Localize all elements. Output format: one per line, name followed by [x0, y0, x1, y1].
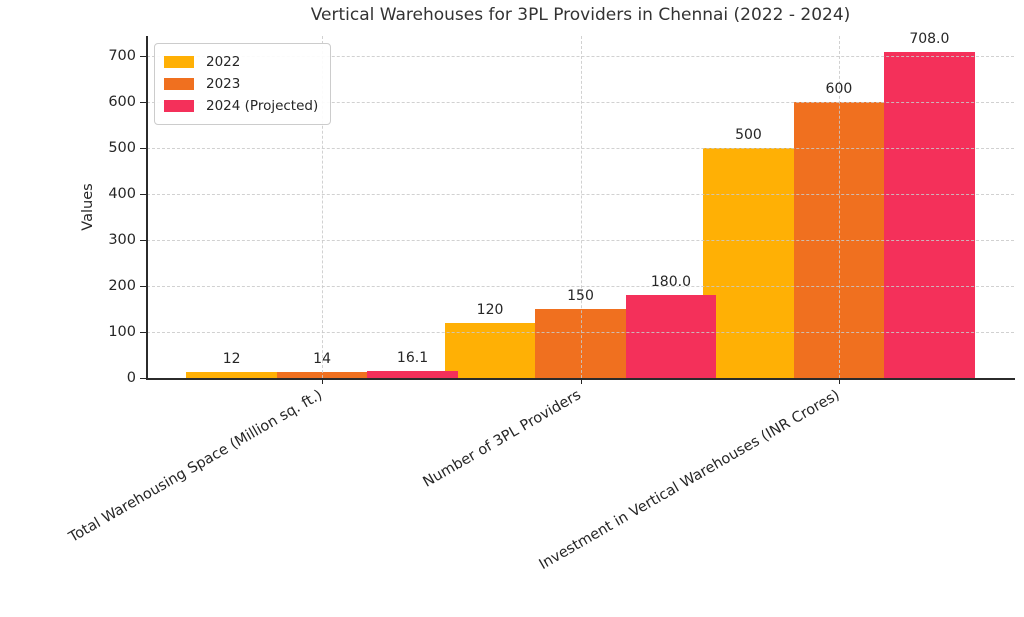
x-category-label: Number of 3PL Providers: [420, 387, 584, 491]
bar-value-label: 14: [313, 350, 331, 367]
chart-title: Vertical Warehouses for 3PL Providers in…: [310, 5, 851, 25]
y-tick-mark: [140, 55, 146, 58]
bar-2024-category-0: [367, 370, 458, 378]
bar-2023-category-1: [535, 308, 626, 378]
y-tick-label: 300: [108, 231, 136, 248]
bar-2024-category-1: [625, 295, 717, 378]
vertical-gridline: [580, 36, 582, 378]
bar-value-label: 120: [476, 301, 504, 318]
bar-value-label: 708.0: [909, 31, 950, 48]
y-tick-label: 500: [108, 139, 136, 156]
x-category-label: Investment in Vertical Warehouses (INR C…: [536, 387, 843, 574]
y-tick-label: 600: [108, 93, 136, 110]
legend-label: 2022: [206, 54, 241, 70]
legend-color-swatch: [164, 56, 194, 68]
y-tick-mark: [140, 101, 146, 104]
y-axis-spine: [146, 36, 148, 378]
x-tick-mark: [580, 378, 582, 384]
legend-item: 2022: [164, 51, 318, 73]
y-tick-mark: [140, 147, 146, 150]
bar-2022-category-1: [444, 322, 536, 378]
vertical-gridline: [322, 36, 324, 378]
bar-2023-category-0: [276, 371, 368, 378]
y-tick-mark: [140, 378, 146, 380]
legend-color-swatch: [164, 100, 194, 112]
legend: 2022 2023 2024 (Projected): [154, 43, 332, 125]
bar-2022-category-0: [186, 372, 277, 378]
bar-value-label: 180.0: [650, 274, 691, 291]
bar-value-label: 12: [222, 351, 241, 368]
vertical-gridline: [838, 36, 840, 378]
legend-item: 2024 (Projected): [164, 95, 318, 117]
legend-label: 2024 (Projected): [206, 98, 319, 114]
x-category-label: Total Warehousing Space (Million sq. ft.…: [66, 387, 326, 546]
legend-color-swatch: [164, 78, 194, 90]
y-tick-label: 200: [108, 277, 136, 294]
bar-value-label: 16.1: [396, 349, 429, 366]
bar-2022-category-2: [703, 147, 794, 378]
y-tick-mark: [140, 331, 146, 334]
bar-value-label: 600: [825, 80, 853, 97]
legend-label: 2023: [206, 76, 241, 92]
legend-item: 2023: [164, 73, 318, 95]
x-tick-mark: [838, 378, 841, 384]
y-tick-label: 100: [108, 323, 136, 340]
y-tick-mark: [140, 239, 146, 242]
y-tick-mark: [140, 193, 146, 196]
y-tick-mark: [140, 285, 146, 288]
y-tick-label: 0: [126, 370, 136, 386]
bar-value-label: 150: [567, 287, 594, 304]
bar-value-label: 500: [735, 126, 762, 143]
x-tick-mark: [322, 378, 324, 384]
y-tick-label: 700: [108, 47, 136, 64]
bar-2024-category-2: [884, 52, 975, 378]
y-tick-label: 400: [108, 185, 136, 202]
